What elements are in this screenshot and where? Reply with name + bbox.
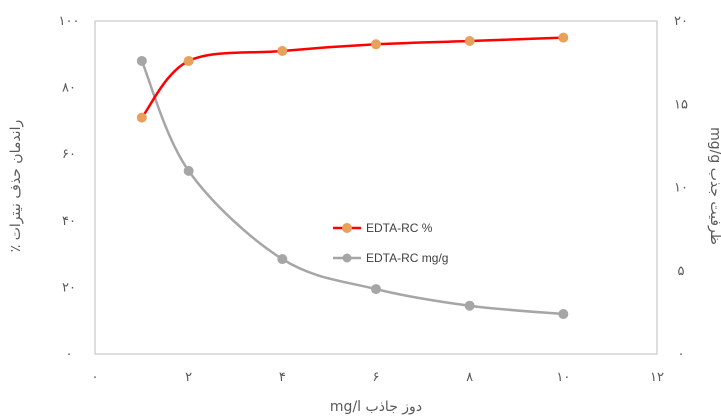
y2-tick-label: ۱۰ <box>674 181 688 196</box>
y-tick-label: ۱۰۰ <box>59 14 80 29</box>
series-line-1 <box>140 36 564 119</box>
x-tick-label: ۰ <box>92 370 99 385</box>
x-tick-label: ۱۲ <box>650 370 664 385</box>
series-point-1 <box>371 39 381 50</box>
y2-tick-label: ۱۵ <box>674 97 688 112</box>
y2-tick-label: ۲۰ <box>674 14 688 29</box>
y-tick-label: ۰ <box>66 347 73 362</box>
y-tick-label: ۴۰ <box>62 214 76 229</box>
series-point-1 <box>464 35 475 46</box>
y2-tick-label: ۰ <box>678 347 685 362</box>
series-point-1 <box>277 45 288 56</box>
legend-swatch-marker-1 <box>342 223 352 233</box>
x-tick-label: ۲ <box>185 370 192 385</box>
y-tick-label: ۲۰ <box>62 280 76 295</box>
x-tick-label: ۱۰ <box>556 370 570 385</box>
series-point-1 <box>183 55 194 66</box>
x-axis-title: دوز جاذب mg/l <box>330 399 422 415</box>
series-point-2 <box>464 300 475 311</box>
series-point-1 <box>136 112 147 123</box>
series-point-1 <box>558 32 569 43</box>
y2-tick-label: ۵ <box>678 264 685 279</box>
legend-swatch-marker-2 <box>342 253 352 263</box>
legend-label-2: EDTA-RC mg/g <box>366 251 448 265</box>
plot-area-frame <box>94 20 658 355</box>
series-point-2 <box>183 165 194 176</box>
x-tick-label: ۶ <box>373 370 380 385</box>
series-point-2 <box>558 309 569 320</box>
series-point-2 <box>371 284 381 295</box>
y-tick-label: ۸۰ <box>62 81 76 96</box>
legend-label-1: EDTA-RC % <box>366 221 433 235</box>
y-axis-title: راندمان حذف نیترات ٪ <box>8 120 24 252</box>
x-tick-label: ۴ <box>279 370 286 385</box>
series-point-2 <box>136 55 147 66</box>
y-tick-label: ۶۰ <box>62 147 76 162</box>
x-tick-label: ۸ <box>466 370 473 385</box>
y2-axis-title: ظرفیت جذب mg/g <box>707 127 721 245</box>
series-line-2 <box>140 60 564 316</box>
series-point-2 <box>277 254 288 265</box>
